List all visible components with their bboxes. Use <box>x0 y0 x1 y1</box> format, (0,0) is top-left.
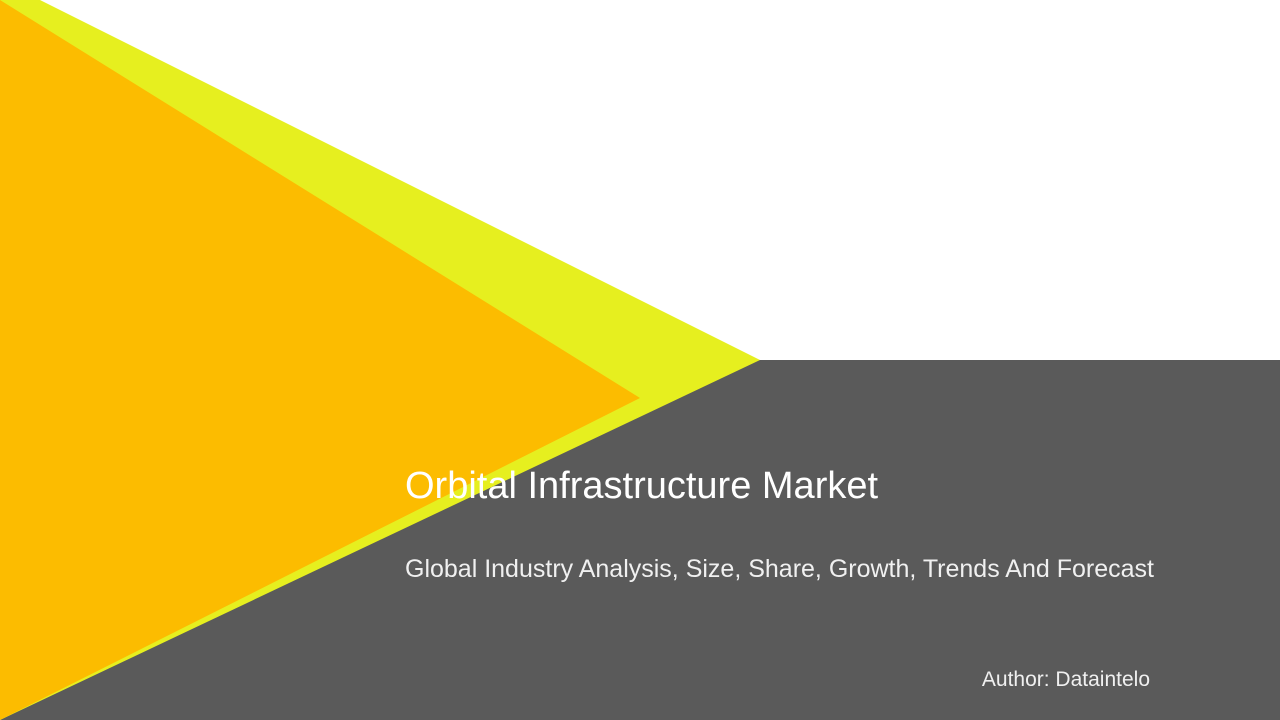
slide-title: Orbital Infrastructure Market <box>405 465 1225 508</box>
text-content-area: Orbital Infrastructure Market Global Ind… <box>405 465 1225 594</box>
author-label: Author: Dataintelo <box>982 668 1150 692</box>
slide-subtitle: Global Industry Analysis, Size, Share, G… <box>405 544 1225 594</box>
